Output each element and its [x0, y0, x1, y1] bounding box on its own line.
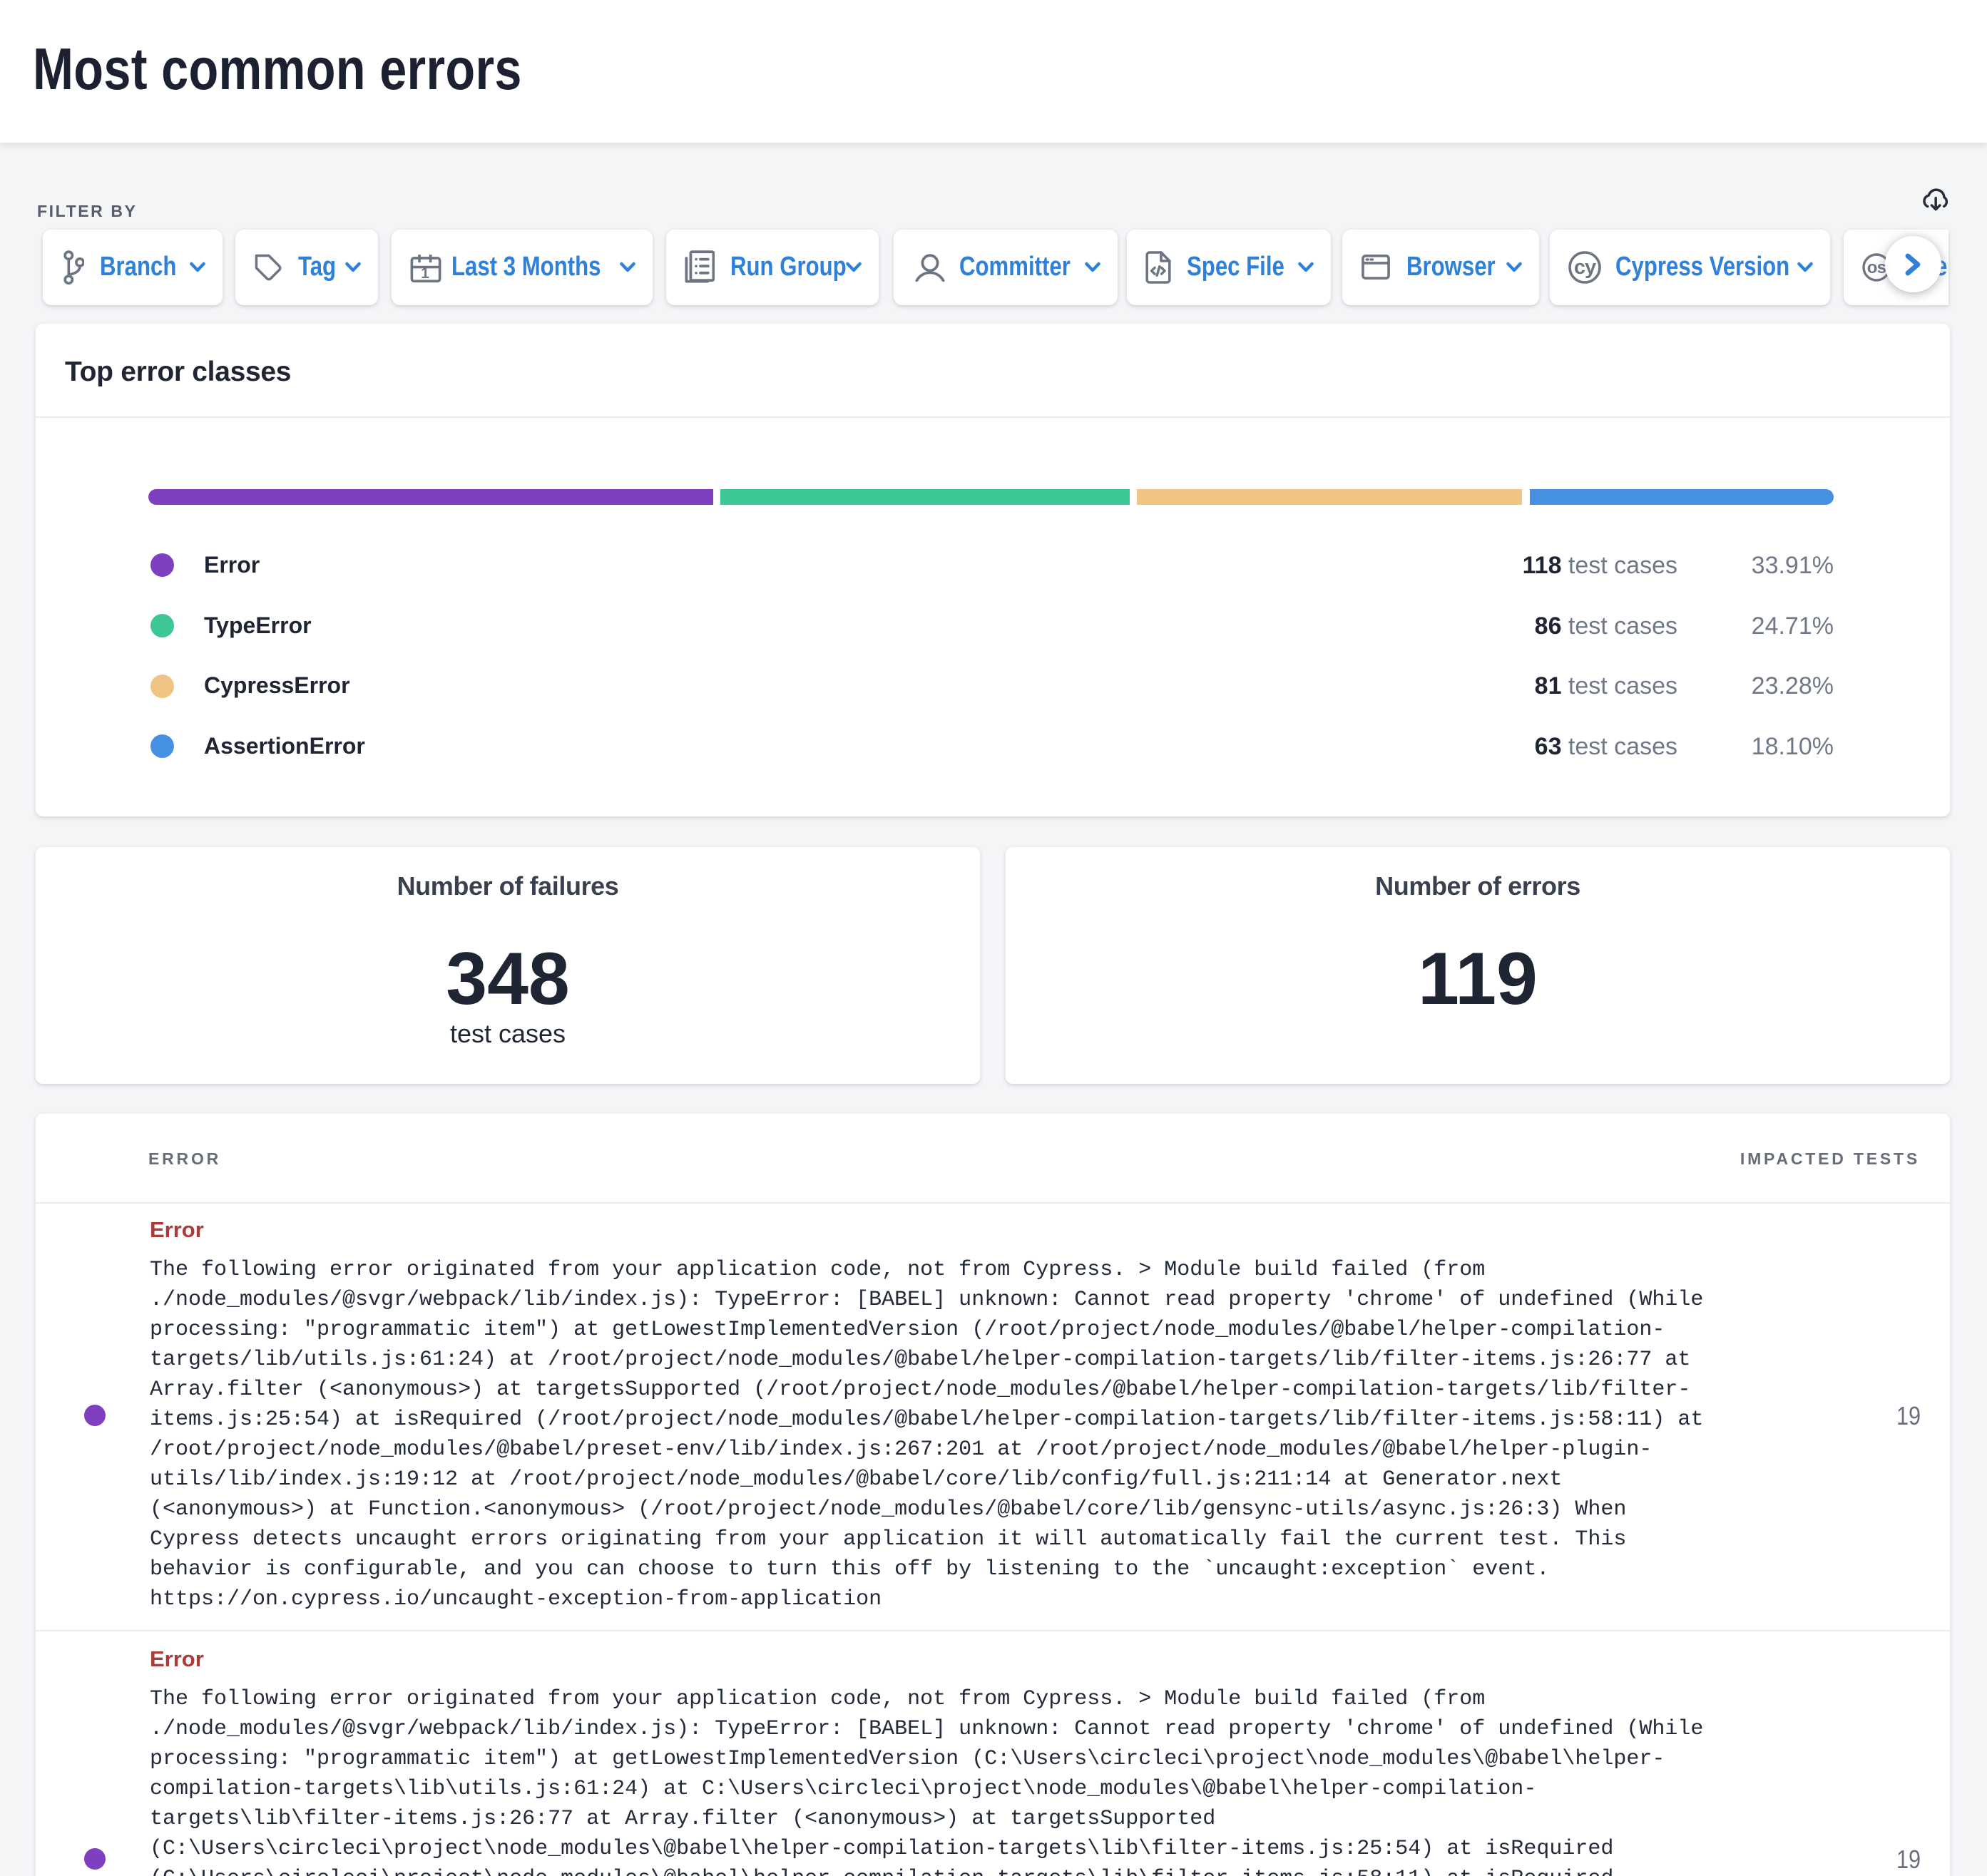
svg-text:1: 1	[421, 265, 429, 282]
svg-text:cy: cy	[1574, 256, 1596, 279]
svg-text:os: os	[1867, 258, 1886, 277]
